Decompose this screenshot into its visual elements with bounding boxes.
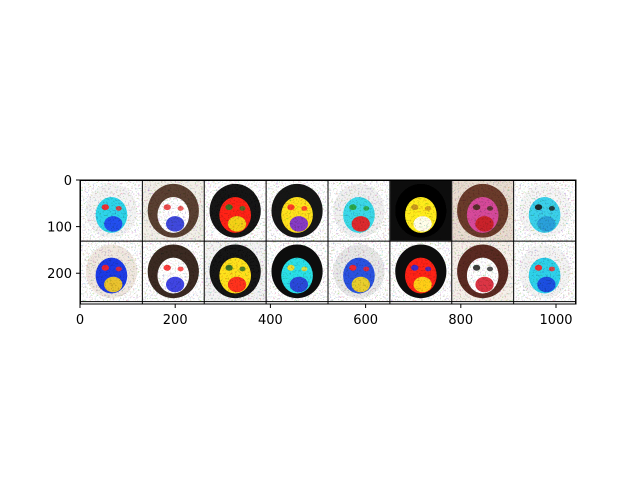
tile-speck: [101, 264, 109, 271]
tile-accent: [413, 276, 432, 293]
tile-speck: [115, 205, 122, 211]
image-tile: [390, 180, 452, 241]
tile-speck: [301, 266, 308, 272]
tile-speck: [486, 266, 494, 272]
tile-accent: [413, 216, 432, 232]
tile-speck: [548, 266, 555, 272]
image-tile: [80, 241, 142, 302]
tile-accent: [165, 276, 185, 293]
tile-speck: [163, 264, 171, 271]
tile-speck: [534, 264, 543, 271]
tile-speck: [177, 205, 184, 211]
image-tile: [80, 180, 142, 241]
tile-accent: [475, 216, 494, 232]
tile-speck: [349, 204, 357, 211]
y-axis: 0 100 200: [47, 174, 80, 282]
tile-speck: [101, 204, 109, 211]
tile-accent: [165, 216, 185, 232]
image-tile: [142, 180, 204, 241]
tile-speck: [239, 205, 246, 211]
tile-speck: [239, 266, 246, 272]
tile-speck: [177, 266, 184, 272]
tile-accent: [351, 216, 370, 232]
tile-speck: [225, 204, 233, 211]
tile-speck: [472, 204, 481, 211]
tile-speck: [287, 204, 295, 211]
image-tile: [266, 180, 328, 241]
tile-speck: [287, 264, 295, 271]
tile-speck: [411, 264, 419, 271]
tile-speck: [115, 266, 122, 272]
x-tick-label: 1000: [539, 313, 572, 328]
image-tile: [204, 180, 266, 241]
tile-accent: [289, 276, 309, 293]
image-grid: [80, 180, 576, 302]
tile-speck: [486, 205, 494, 211]
tile-speck: [363, 266, 370, 272]
image-tile: [266, 241, 328, 302]
axes-frame: [79, 179, 577, 305]
tile-accent: [351, 276, 370, 293]
image-tile: [514, 241, 576, 302]
tile-speck: [363, 205, 370, 211]
tile-accent: [227, 216, 247, 232]
tile-accent: [104, 276, 123, 293]
tile-accent: [227, 276, 247, 293]
tile-accent: [537, 276, 556, 293]
x-tick-label: 600: [353, 313, 378, 328]
tile-speck: [425, 205, 432, 211]
image-tile: [204, 241, 266, 302]
tile-accent: [537, 216, 556, 232]
y-tick-label: 100: [47, 221, 72, 236]
x-tick-label: 0: [76, 313, 84, 328]
x-axis: 0 200 400 600 800 1000: [76, 304, 573, 328]
image-tile: [514, 180, 576, 241]
tile-speck: [472, 264, 481, 271]
x-tick-label: 200: [163, 313, 188, 328]
tile-speck: [425, 266, 432, 272]
image-tile: [328, 241, 390, 302]
tile-speck: [411, 204, 419, 211]
image-tile: [452, 241, 514, 302]
tile-accent: [289, 216, 309, 232]
x-tick-label: 400: [258, 313, 283, 328]
x-tick-label: 800: [448, 313, 473, 328]
image-tile: [452, 180, 514, 241]
image-tile: [328, 180, 390, 241]
tile-speck: [534, 204, 543, 211]
y-tick-label: 0: [64, 174, 72, 189]
tile-speck: [301, 205, 308, 211]
tile-accent: [475, 276, 494, 293]
tile-speck: [163, 204, 171, 211]
image-tile: [390, 241, 452, 302]
tile-speck: [548, 205, 555, 211]
grid-separators: [79, 179, 577, 304]
image-tile: [142, 241, 204, 302]
tile-speck: [349, 264, 357, 271]
y-tick-label: 200: [47, 267, 72, 282]
tile-speck: [225, 264, 233, 271]
tile-accent: [104, 216, 123, 232]
